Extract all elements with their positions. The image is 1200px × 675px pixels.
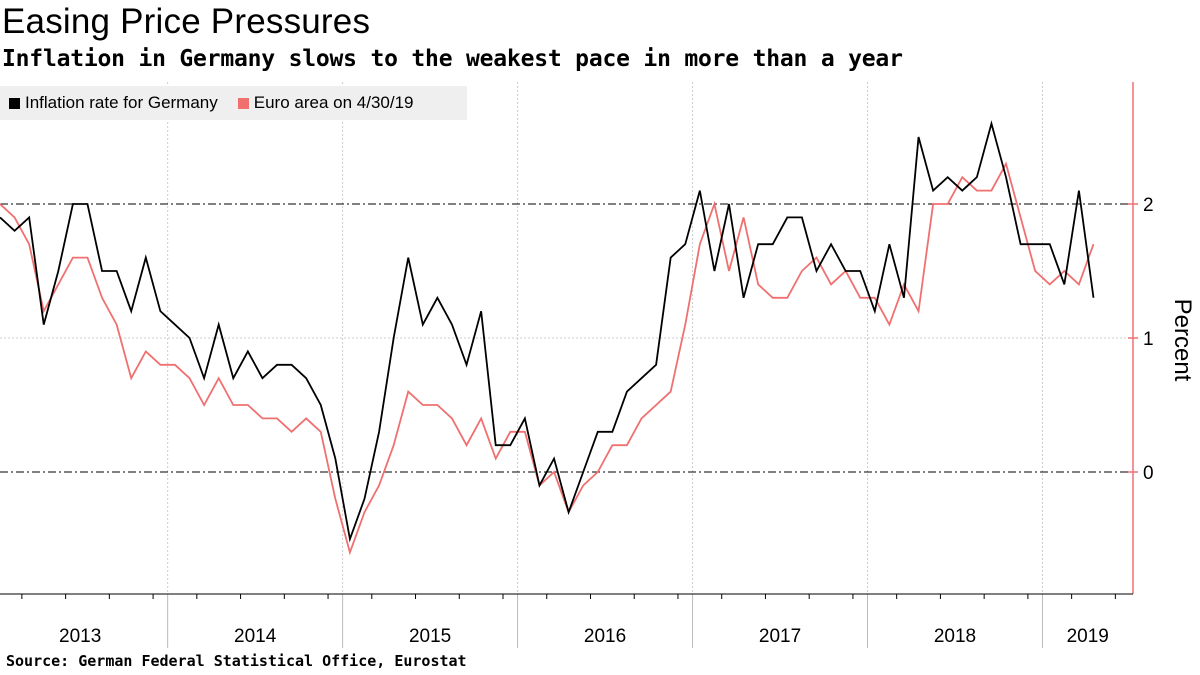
- x-tick-label-2013: 2013: [59, 626, 101, 647]
- chart-title: Easing Price Pressures: [2, 2, 371, 41]
- x-tick-label-2016: 2016: [584, 626, 626, 647]
- legend-swatch-germany: [9, 97, 20, 109]
- legend-entry-germany: Inflation rate for Germany: [9, 93, 218, 113]
- x-tick-label-2017: 2017: [759, 626, 801, 647]
- y-tick-label: 0: [1143, 463, 1154, 484]
- series-line-germany: [0, 120, 1095, 543]
- legend-label-euro: Euro area on 4/30/19: [253, 93, 414, 112]
- series-line-euro: [0, 161, 1095, 556]
- y-axis-title: Percent: [1169, 299, 1196, 382]
- x-tick-label-2014: 2014: [234, 626, 277, 647]
- x-tick-label-2019: 2019: [1067, 626, 1109, 647]
- legend: Inflation rate for Germany Euro area on …: [0, 86, 467, 120]
- source-note: Source: German Federal Statistical Offic…: [6, 652, 467, 670]
- x-tick-label-2018: 2018: [934, 626, 976, 647]
- legend-label-germany: Inflation rate for Germany: [25, 93, 218, 112]
- y-tick-label: 2: [1143, 195, 1154, 216]
- chart-subtitle: Inflation in Germany slows to the weakes…: [2, 46, 903, 72]
- y-tick-label: 1: [1143, 329, 1154, 350]
- legend-entry-euro: Euro area on 4/30/19: [237, 93, 414, 113]
- x-tick-label-2015: 2015: [409, 626, 451, 647]
- legend-swatch-euro: [237, 97, 249, 109]
